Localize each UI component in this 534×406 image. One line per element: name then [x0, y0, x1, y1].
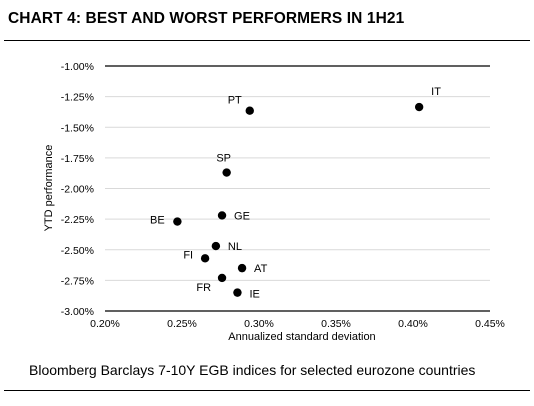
data-point-ie: [233, 288, 242, 297]
footnote: Bloomberg Barclays 7-10Y EGB indices for…: [29, 362, 476, 378]
title-divider: [4, 40, 530, 41]
data-point-sp: [222, 168, 231, 177]
axes: [105, 65, 490, 312]
data-label-ge: GE: [234, 210, 250, 222]
y-tick-label: -2.75%: [61, 275, 94, 287]
tick-labels: -1.00% -1.25% -1.50% -1.75% -2.00% -2.25% -2.5…: [61, 61, 505, 330]
data-label-pt: PT: [228, 95, 242, 107]
data-point-pt: [245, 106, 254, 115]
x-tick-label: 0.40%: [398, 318, 428, 330]
data-label-sp: SP: [216, 153, 231, 165]
data-point-ge: [217, 211, 227, 220]
data-point-nl: [211, 241, 221, 251]
y-tick-label: -1.25%: [61, 92, 94, 104]
footer-divider: [4, 390, 530, 391]
y-tick-label: -3.00%: [61, 306, 94, 318]
y-tick-label: -1.50%: [61, 122, 94, 134]
x-axis-title: Annualized standard deviation: [228, 331, 375, 343]
y-tick-label: -1.75%: [61, 153, 94, 165]
data-label-at: AT: [254, 263, 268, 275]
data-point-fr: [217, 273, 227, 283]
y-tick-label: -2.25%: [61, 214, 94, 226]
data-point-it: [414, 102, 424, 112]
x-tick-label: 0.25%: [167, 318, 197, 330]
x-tick-label: 0.45%: [475, 318, 505, 330]
y-axis-title: YTD performance: [43, 145, 55, 232]
x-tick-label: 0.30%: [244, 318, 274, 330]
data-point-fi: [200, 254, 210, 263]
x-tick-label: 0.35%: [321, 318, 351, 330]
data-points: IT PT SP BE GE NL FI AT FR IE: [150, 86, 441, 301]
data-label-be: BE: [150, 215, 165, 227]
data-label-fi: FI: [183, 249, 193, 261]
data-label-fr: FR: [196, 282, 211, 294]
data-label-it: IT: [431, 86, 441, 98]
gridlines: [105, 96, 490, 281]
y-tick-label: -1.00%: [61, 61, 94, 73]
y-tick-label: -2.00%: [61, 184, 94, 196]
data-label-nl: NL: [228, 241, 242, 253]
x-tick-label: 0.20%: [90, 318, 120, 330]
data-label-ie: IE: [249, 289, 259, 301]
chart-title: CHART 4: BEST AND WORST PERFORMERS IN 1H…: [8, 10, 405, 27]
data-point-at: [237, 263, 247, 273]
y-tick-label: -2.50%: [61, 245, 94, 257]
data-point-be: [173, 217, 182, 226]
